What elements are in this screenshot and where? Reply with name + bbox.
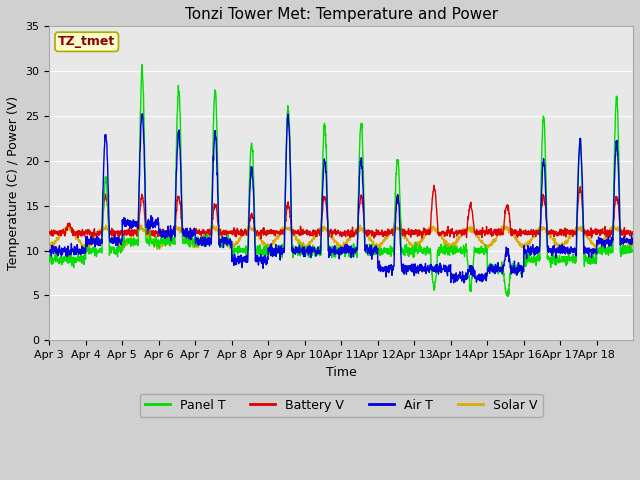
Solar V	[518, 245, 525, 251]
Solar V	[550, 241, 558, 247]
Air T	[377, 269, 385, 275]
Panel T	[518, 264, 525, 270]
Battery V	[629, 231, 637, 237]
Panel T	[629, 248, 637, 253]
Panel T	[621, 251, 629, 256]
Panel T	[45, 252, 53, 258]
Line: Solar V: Solar V	[49, 225, 633, 250]
Battery V	[518, 230, 525, 236]
Air T	[230, 263, 237, 268]
Solar V	[629, 241, 637, 247]
Y-axis label: Temperature (C) / Power (V): Temperature (C) / Power (V)	[7, 96, 20, 270]
Solar V	[136, 222, 143, 228]
Panel T	[138, 62, 146, 68]
Line: Battery V: Battery V	[49, 185, 633, 239]
Air T	[550, 247, 558, 252]
Battery V	[230, 231, 237, 237]
Line: Air T: Air T	[49, 114, 633, 283]
Solar V	[120, 247, 127, 253]
Legend: Panel T, Battery V, Air T, Solar V: Panel T, Battery V, Air T, Solar V	[140, 394, 543, 417]
Battery V	[104, 202, 111, 208]
Air T	[629, 241, 637, 247]
Battery V	[430, 182, 438, 188]
Text: TZ_tmet: TZ_tmet	[58, 36, 115, 48]
Air T	[621, 239, 629, 245]
Air T	[460, 280, 468, 286]
Battery V	[621, 231, 629, 237]
Solar V	[230, 242, 238, 248]
X-axis label: Time: Time	[326, 366, 356, 379]
Panel T	[504, 294, 512, 300]
Title: Tonzi Tower Met: Temperature and Power: Tonzi Tower Met: Temperature and Power	[184, 7, 498, 22]
Solar V	[45, 242, 53, 248]
Air T	[104, 163, 111, 168]
Panel T	[377, 246, 385, 252]
Solar V	[621, 236, 629, 242]
Line: Panel T: Panel T	[49, 65, 633, 297]
Air T	[518, 265, 525, 271]
Air T	[138, 111, 146, 117]
Panel T	[104, 197, 111, 203]
Solar V	[104, 227, 111, 233]
Panel T	[550, 261, 558, 267]
Panel T	[230, 245, 237, 251]
Battery V	[45, 230, 53, 236]
Air T	[45, 248, 53, 253]
Battery V	[550, 233, 558, 239]
Battery V	[377, 231, 385, 237]
Solar V	[377, 240, 385, 246]
Battery V	[257, 236, 265, 241]
